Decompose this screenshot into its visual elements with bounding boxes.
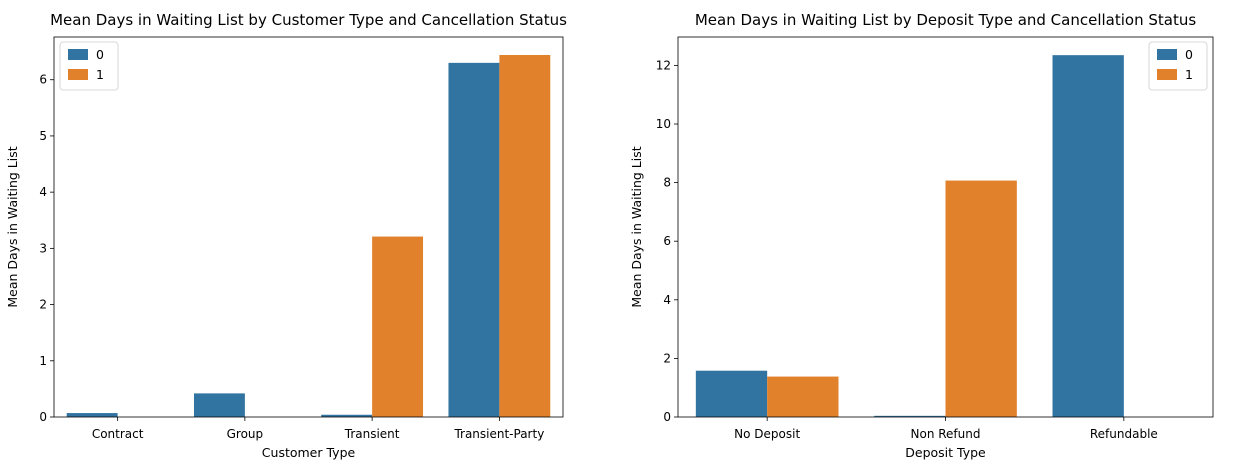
x-tick-label-1-2: Refundable	[1090, 427, 1158, 441]
x-tick-label-1-1: Non Refund	[911, 427, 981, 441]
legend-1: 01	[1148, 41, 1208, 91]
y-tick-label-1-1: 2	[663, 351, 671, 365]
y-axis-label-0: Mean Days in Waiting List	[5, 146, 20, 307]
y-tick-label-1-0: 0	[663, 410, 671, 424]
legend-0: 01	[59, 41, 119, 91]
bar-0-s0-c3	[448, 62, 500, 418]
y-axis-label-1: Mean Days in Waiting List	[629, 146, 644, 307]
bar-1-s1-c0	[767, 376, 839, 417]
legend-label-1-1: 1	[1185, 67, 1193, 82]
y-tick-label-0-2: 2	[39, 298, 47, 312]
y-tick-label-1-4: 8	[663, 176, 671, 190]
bar-0-s0-c2	[321, 414, 373, 417]
chart-title-1: Mean Days in Waiting List by Deposit Typ…	[695, 11, 1196, 29]
y-tick-label-0-1: 1	[39, 354, 47, 368]
y-tick-label-1-5: 10	[656, 117, 671, 131]
bar-0-s0-c0	[66, 413, 118, 417]
legend-label-0-1: 1	[96, 67, 104, 82]
bar-0-s1-c3	[499, 54, 551, 418]
axes-frame-0	[53, 36, 564, 418]
x-tick-label-0-2: Transient	[344, 427, 400, 441]
legend-label-1-0: 0	[1185, 47, 1193, 62]
y-tick-label-1-6: 12	[656, 58, 671, 72]
y-tick-label-0-4: 4	[39, 185, 47, 199]
legend-swatch-1-1	[1157, 69, 1177, 80]
bar-1-s1-c1	[945, 180, 1017, 417]
x-axis-label-0: Customer Type	[262, 445, 356, 460]
bar-1-s0-c1	[874, 415, 946, 417]
bar-0-s0-c1	[193, 393, 245, 417]
x-axis-label-1: Deposit Type	[905, 445, 986, 460]
y-tick-label-1-2: 4	[663, 293, 671, 307]
legend-label-0-0: 0	[96, 47, 104, 62]
x-tick-label-0-0: Contract	[92, 427, 144, 441]
y-tick-label-1-3: 6	[663, 234, 671, 248]
x-tick-label-0-3: Transient-Party	[453, 427, 544, 441]
bar-1-s0-c2	[1052, 55, 1124, 417]
y-tick-label-0-6: 6	[39, 73, 47, 87]
chart-title-0: Mean Days in Waiting List by Customer Ty…	[50, 11, 567, 29]
x-tick-label-1-0: No Deposit	[734, 427, 800, 441]
y-tick-label-0-3: 3	[39, 241, 47, 255]
y-tick-label-0-5: 5	[39, 129, 47, 143]
legend-swatch-0-0	[68, 49, 88, 60]
bar-0-s1-c2	[372, 236, 424, 417]
y-tick-label-0-0: 0	[39, 410, 47, 424]
legend-swatch-0-1	[68, 69, 88, 80]
legend-swatch-1-0	[1157, 49, 1177, 60]
x-tick-label-0-1: Group	[227, 427, 264, 441]
bar-1-s0-c0	[695, 370, 768, 417]
